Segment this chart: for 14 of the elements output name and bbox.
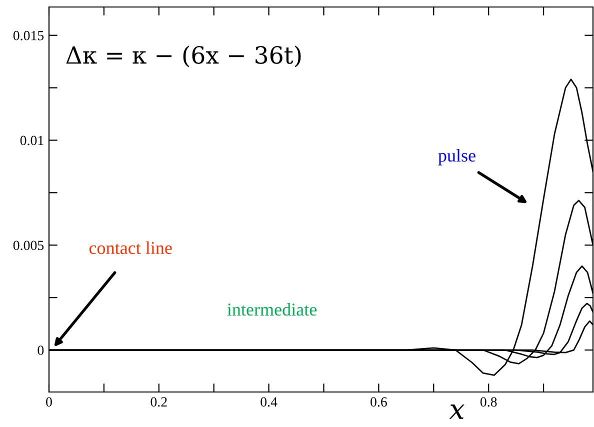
- x-tick-label: 0.6: [370, 397, 387, 407]
- annotation: pulse: [438, 148, 476, 166]
- annotation: contact line: [89, 241, 172, 254]
- x-tick-label: 0.4: [260, 397, 278, 407]
- y-tick-label: 0.015: [13, 30, 44, 40]
- annotation: Δκ = κ − (6x − 36t): [66, 46, 301, 68]
- x-axis-title: x: [449, 404, 464, 419]
- annotation: intermediate: [227, 302, 317, 316]
- y-tick-label: 0.01: [20, 136, 44, 146]
- x-tick-label: 0.8: [480, 397, 497, 407]
- x-tick-label: 0.2: [150, 397, 167, 407]
- x-tick-label: 0: [46, 397, 52, 407]
- y-tick-label: 0: [38, 346, 44, 355]
- y-tick-label: 0.005: [13, 240, 44, 250]
